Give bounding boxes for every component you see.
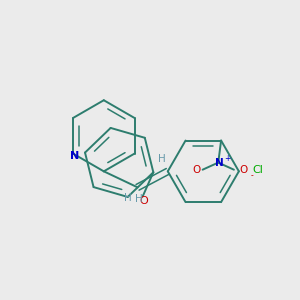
Text: H: H [124, 193, 132, 202]
Text: +: + [224, 154, 230, 163]
Text: N: N [214, 158, 223, 168]
Text: N: N [70, 151, 80, 161]
Text: H: H [136, 194, 143, 204]
Text: O: O [192, 165, 200, 176]
Text: Cl: Cl [252, 165, 263, 175]
Text: O: O [139, 196, 148, 206]
Text: H: H [158, 154, 165, 164]
Text: -: - [251, 171, 254, 180]
Text: O: O [239, 165, 247, 176]
